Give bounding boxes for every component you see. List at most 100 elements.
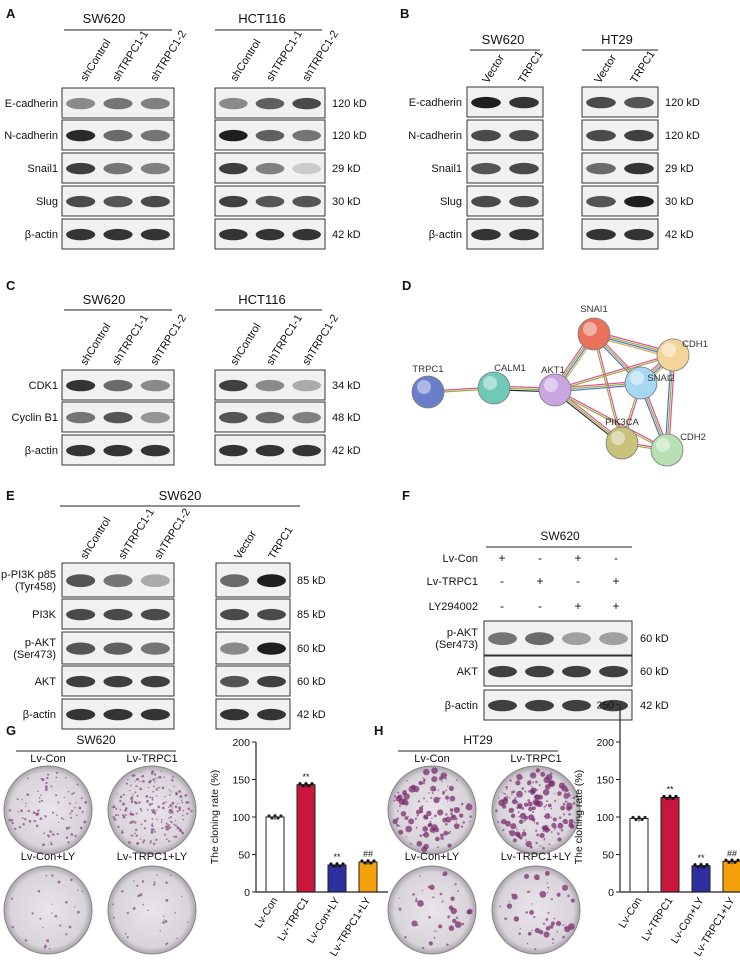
colony-dot	[162, 801, 166, 805]
panel-h-bar	[722, 860, 740, 893]
blot-band	[525, 699, 554, 712]
panel-g-point	[310, 782, 314, 786]
blot-band	[140, 379, 170, 392]
colony-dot	[140, 775, 143, 778]
colony-dot	[572, 801, 576, 805]
colony-dot	[76, 783, 79, 786]
colony-dot	[557, 791, 562, 796]
colony-dot	[39, 917, 42, 920]
colony-dot	[445, 822, 448, 826]
colony-dot	[169, 820, 172, 823]
colony-dot	[165, 828, 168, 831]
colony-dot	[60, 817, 63, 820]
colony-dot	[531, 785, 533, 788]
colony-dot	[37, 790, 39, 793]
blot-band	[66, 195, 96, 208]
colony-dot	[77, 910, 80, 914]
colony-dot	[50, 843, 53, 846]
colony-dot	[51, 903, 53, 905]
colony-dot	[550, 807, 553, 810]
colony-dot	[131, 800, 134, 802]
panel-b-row-label: Slug	[440, 196, 462, 208]
colony-dot	[397, 791, 400, 794]
colony-dot	[115, 813, 118, 817]
blot-band	[140, 675, 170, 688]
panel-b-row-label: β-actin	[429, 229, 462, 241]
colony-dot	[517, 783, 520, 786]
network-node-highlight	[662, 343, 676, 357]
panel-h-point	[696, 865, 700, 869]
colony-dot	[171, 821, 173, 824]
colony-dot	[562, 924, 565, 927]
colony-dot	[455, 779, 458, 782]
blot-band	[292, 195, 321, 208]
colony-dot	[455, 821, 457, 823]
network-edge	[555, 355, 674, 392]
network-node-highlight	[630, 371, 644, 385]
colony-dot	[134, 801, 138, 805]
colony-dot	[502, 828, 505, 832]
colony-dot	[562, 802, 566, 806]
colony-dot	[147, 909, 149, 912]
colony-dot	[70, 878, 73, 882]
colony-dot	[143, 839, 146, 842]
network-node	[538, 373, 572, 407]
blot-band	[103, 129, 133, 142]
colony-dot	[500, 820, 504, 824]
colony-dot	[501, 798, 509, 805]
panel-b-right-title: HT29	[601, 32, 633, 47]
panel-f-row-label: β-actin	[445, 700, 478, 712]
colony-dot	[551, 831, 553, 833]
network-node	[605, 426, 639, 460]
panel-a-lane-label: shTRPC1-2	[300, 28, 341, 83]
colony-dot	[122, 793, 125, 796]
blot-band	[66, 411, 96, 424]
colony-dot	[445, 813, 448, 816]
panel-c-lane-label: shControl	[78, 321, 113, 367]
panel-a-blot-left	[61, 218, 175, 250]
panel-a-blot-right	[214, 87, 326, 119]
colony-dot	[504, 917, 508, 921]
colony-dot	[135, 828, 138, 832]
colony-dot	[396, 817, 400, 821]
blot-band	[471, 96, 501, 109]
panel-a-row-label: Slug	[36, 196, 58, 208]
colony-dot	[129, 821, 133, 825]
colony-dot	[550, 921, 555, 926]
colony-dot	[11, 926, 15, 929]
colony-dot	[399, 897, 401, 899]
colony-dot	[568, 819, 574, 824]
colony-dot	[518, 815, 521, 818]
colony-dot	[449, 795, 456, 802]
panel-h-point	[674, 794, 678, 799]
colony-dot	[122, 815, 126, 819]
panel-f-title: SW620	[540, 529, 580, 543]
network-node-label: SNAI1	[580, 304, 607, 315]
panel-b-lane-label: Vector	[592, 52, 619, 85]
panel-b-left-title: SW620	[482, 32, 525, 47]
colony-dot	[562, 935, 565, 939]
colony-dot	[442, 790, 446, 794]
colony-dot	[431, 776, 438, 783]
colony-dot	[42, 926, 44, 928]
colony-dot	[435, 836, 440, 842]
colony-dot	[65, 901, 68, 904]
colony-dot	[125, 807, 128, 810]
panel-a-size-label: 42 kD	[332, 229, 361, 241]
panel-a-row-label: β-actin	[25, 229, 58, 241]
colony-dot	[174, 820, 177, 822]
network-node-highlight	[544, 378, 558, 392]
panel-h-point	[727, 860, 731, 864]
colony-dot	[449, 830, 452, 833]
panel-h-plate-label: Lv-Con+LY	[405, 851, 460, 863]
colony-dot	[21, 798, 23, 801]
blot-band	[488, 699, 517, 712]
blot-band	[103, 608, 133, 621]
colony-dot	[406, 779, 408, 782]
colony-dot	[570, 898, 575, 903]
panel-h-title: HT29	[463, 733, 493, 747]
colony-dot	[422, 776, 424, 779]
blot-band	[255, 129, 285, 142]
panel-a-size-label: 120 kD	[332, 130, 367, 142]
